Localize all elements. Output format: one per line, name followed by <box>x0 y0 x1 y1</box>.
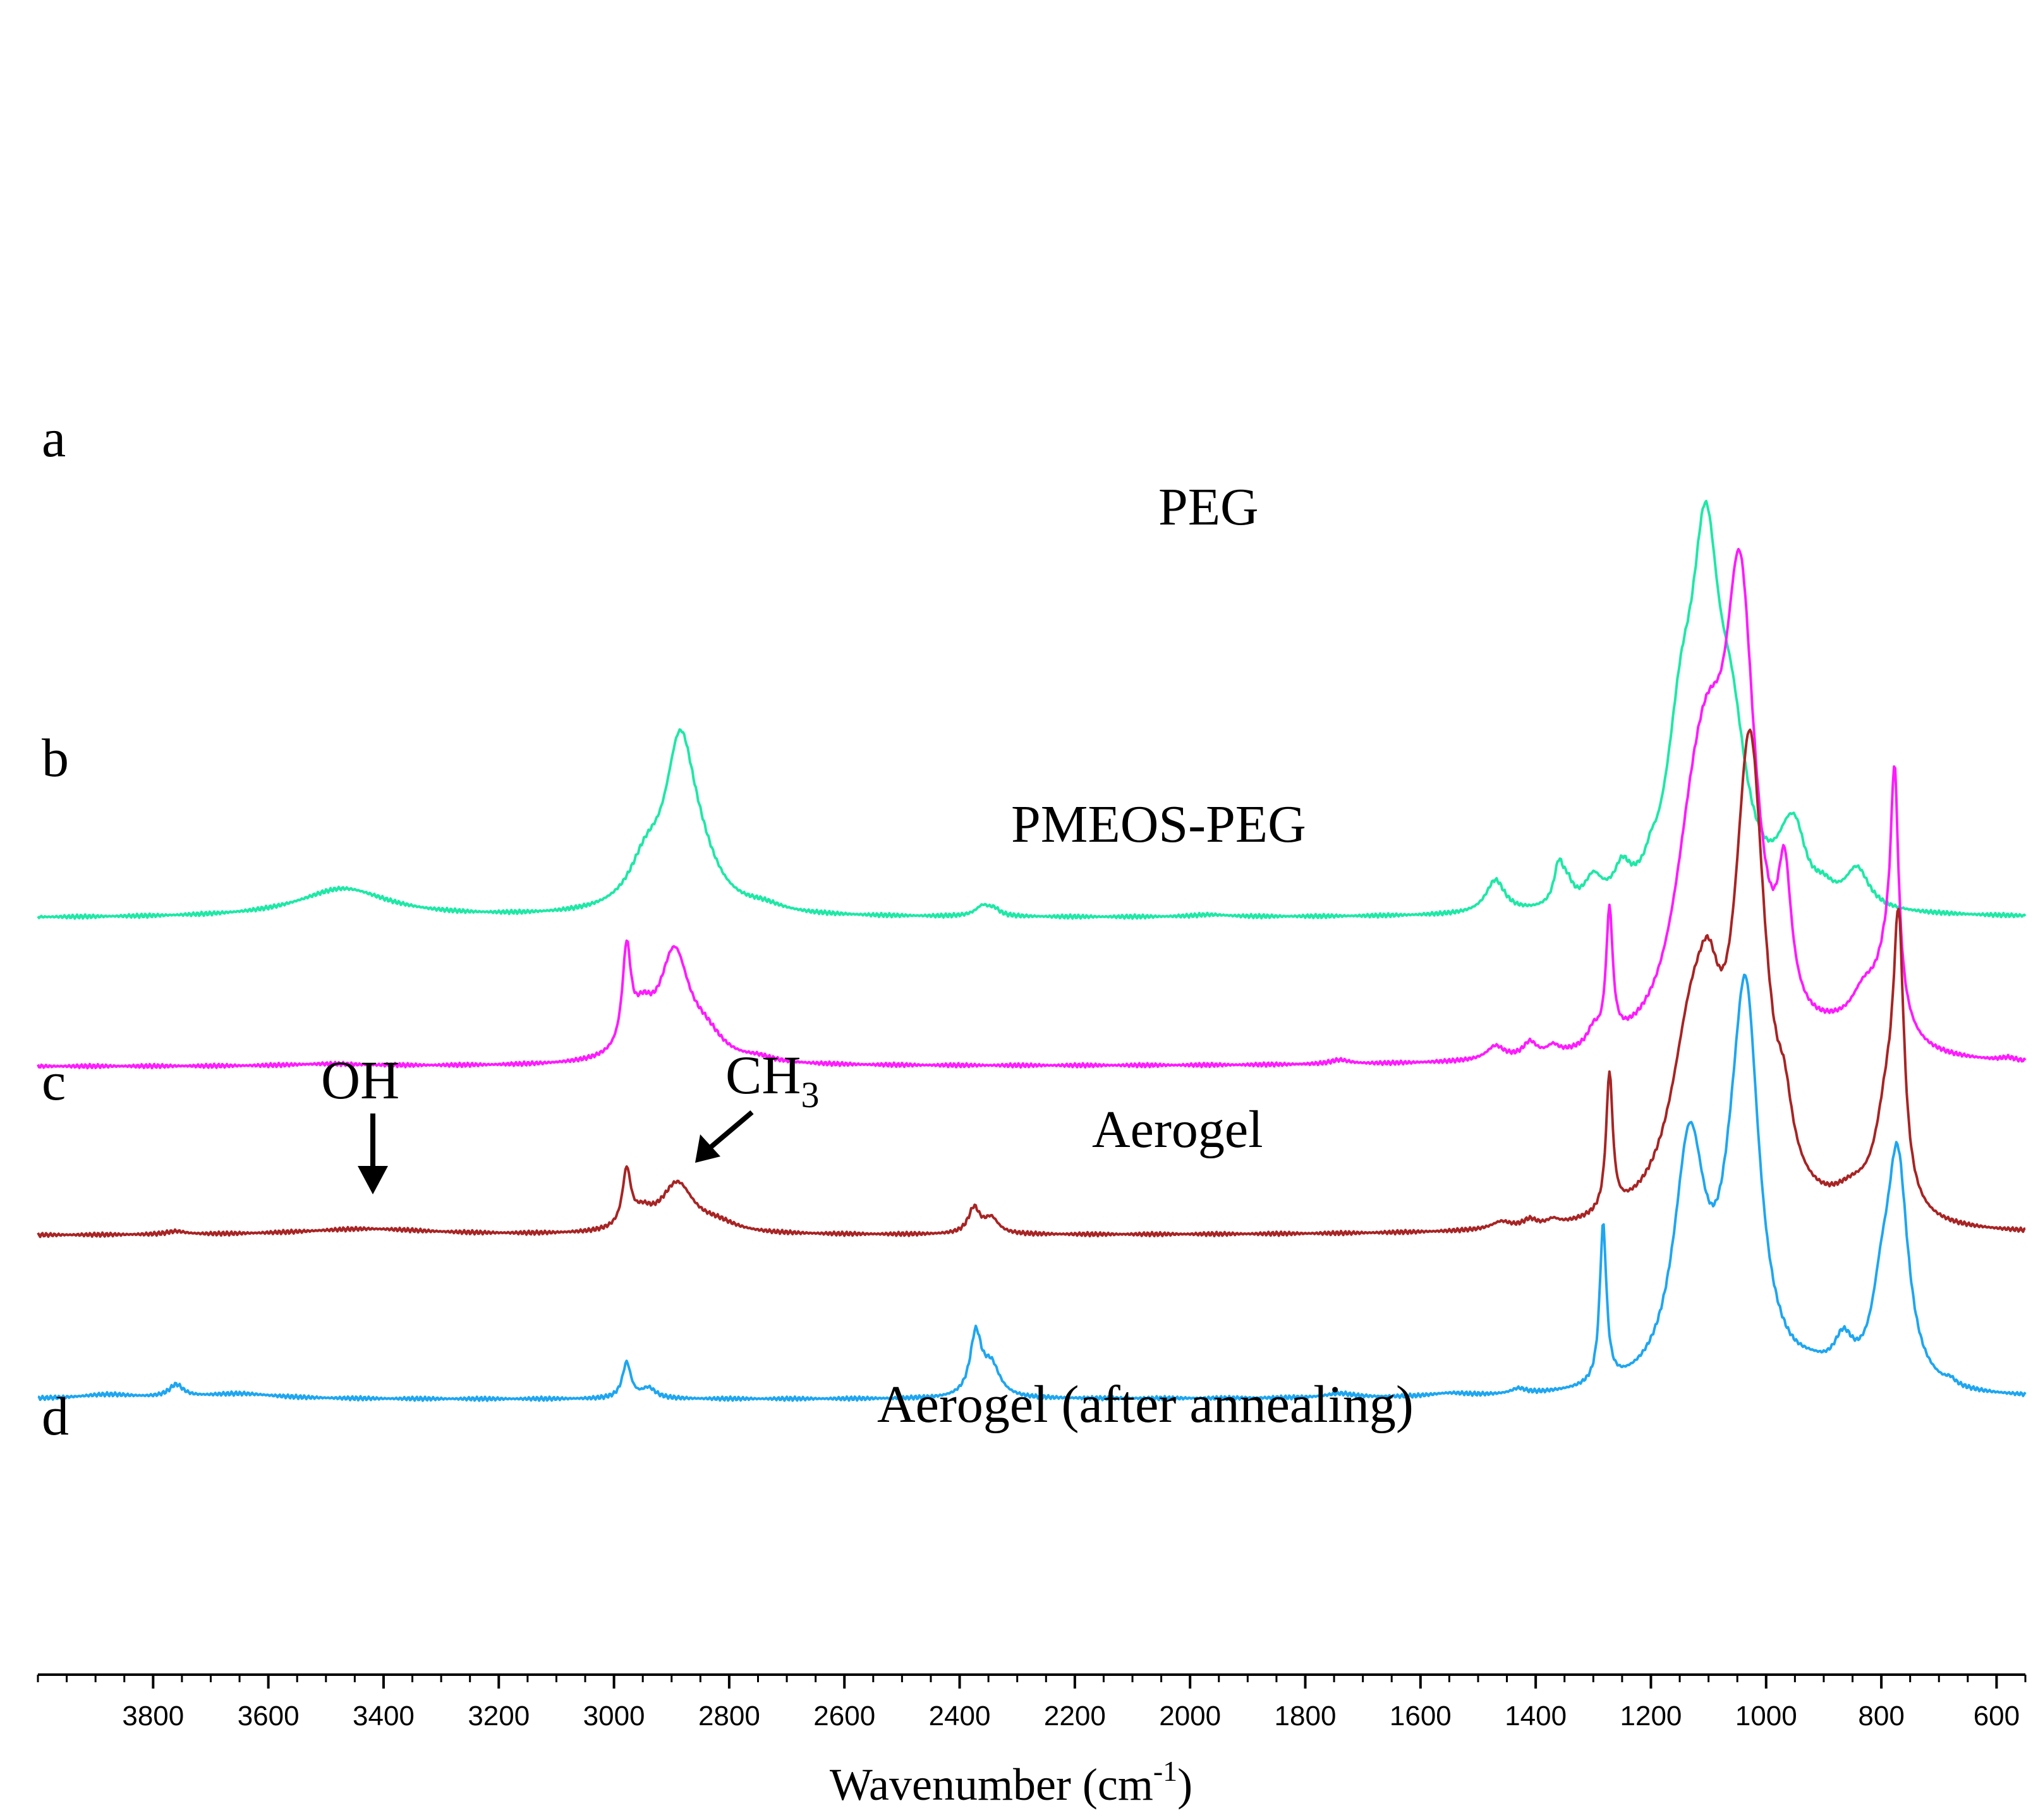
x-tick-label: 1800 <box>1275 1701 1337 1732</box>
x-tick-label: 3600 <box>238 1701 300 1732</box>
series-letter-c: c <box>42 1051 66 1112</box>
spectrum-line-a <box>37 499 2027 920</box>
arrow-down-icon <box>358 1113 388 1194</box>
x-tick-label: 2800 <box>698 1701 760 1732</box>
annotation-ch3: CH3 <box>725 1045 819 1115</box>
arrow-diagonal-icon <box>695 1110 754 1163</box>
x-tick-label: 3800 <box>122 1701 184 1732</box>
series-name-pmeos-peg: PMEOS-PEG <box>1011 795 1306 854</box>
series-letter-d: d <box>42 1386 69 1447</box>
spectrum-line-b <box>37 547 2027 1070</box>
x-tick-label: 1000 <box>1735 1701 1797 1732</box>
x-axis-ticks <box>37 1675 2027 1689</box>
x-tick-label: 1400 <box>1505 1701 1567 1732</box>
x-axis-label-close: ) <box>1177 1759 1192 1810</box>
x-axis-label-sup: -1 <box>1153 1755 1177 1787</box>
x-tick-label: 2400 <box>929 1701 991 1732</box>
series-letter-b: b <box>42 727 69 788</box>
series-name-peg: PEG <box>1158 478 1259 537</box>
series-letter-a: a <box>42 408 66 468</box>
annotation-ch3-main: CH <box>725 1045 801 1105</box>
x-tick-label: 3200 <box>468 1701 530 1732</box>
annotation-ch3-sub: 3 <box>801 1074 819 1115</box>
spectrum-line-d <box>37 973 2027 1402</box>
x-tick-label: 600 <box>1974 1701 2020 1732</box>
x-tick-label: 800 <box>1858 1701 1904 1732</box>
series-name-aerogel-annealed: Aerogel (after annealing) <box>877 1375 1414 1434</box>
x-tick-label: 1600 <box>1390 1701 1452 1732</box>
x-tick-label: 2000 <box>1159 1701 1221 1732</box>
annotation-oh: OH <box>321 1050 399 1110</box>
series-name-aerogel: Aerogel <box>1092 1100 1263 1159</box>
x-axis-tick-labels: 3800 3600 3400 3200 3000 2800 2600 2400 2200 2000… <box>122 1701 2020 1732</box>
x-axis-label-text: Wavenumber (cm <box>830 1759 1153 1810</box>
x-tick-label: 3400 <box>353 1701 415 1732</box>
spectrum-line-c <box>37 728 2026 1239</box>
series-layer <box>37 499 2027 1402</box>
x-tick-label: 2600 <box>813 1701 875 1732</box>
x-tick-label: 1200 <box>1620 1701 1682 1732</box>
x-axis-label: Wavenumber (cm-1) <box>830 1755 1192 1810</box>
x-tick-label: 3000 <box>583 1701 645 1732</box>
x-tick-label: 2200 <box>1044 1701 1106 1732</box>
